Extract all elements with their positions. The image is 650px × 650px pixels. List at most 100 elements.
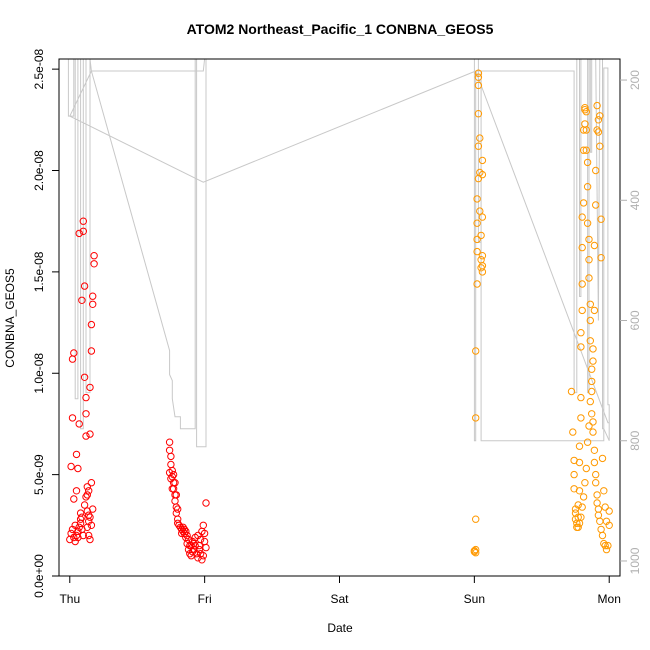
data-point bbox=[596, 112, 604, 120]
data-point bbox=[579, 199, 588, 207]
x-axis: Thu Fri Sat Sun Mon bbox=[59, 576, 621, 606]
data-point bbox=[85, 487, 93, 495]
data-point bbox=[590, 458, 599, 467]
data-point bbox=[579, 493, 588, 501]
data-point bbox=[581, 479, 589, 487]
data-point bbox=[597, 254, 605, 262]
data-point bbox=[473, 195, 481, 203]
y-tick-label: 2.0e-08 bbox=[32, 150, 46, 191]
data-point bbox=[601, 503, 609, 511]
data-point bbox=[577, 414, 585, 422]
data-point bbox=[583, 219, 592, 227]
data-point bbox=[578, 213, 586, 221]
data-point bbox=[78, 513, 86, 521]
data-point bbox=[577, 343, 585, 351]
data-point bbox=[200, 529, 209, 538]
data-point bbox=[90, 260, 98, 268]
x-tick-label: Thu bbox=[59, 592, 80, 606]
data-point bbox=[72, 450, 81, 459]
data-point bbox=[589, 428, 597, 436]
chart-title: ATOM2 Northeast_Pacific_1 CONBNA_GEOS5 bbox=[187, 21, 494, 37]
data-point bbox=[593, 101, 601, 110]
data-point bbox=[597, 215, 605, 223]
data-point bbox=[472, 545, 480, 554]
data-points-layer bbox=[66, 69, 613, 564]
data-point bbox=[87, 479, 96, 487]
data-point bbox=[478, 262, 487, 270]
data-point bbox=[605, 507, 613, 515]
data-point bbox=[598, 531, 607, 540]
data-point bbox=[72, 487, 81, 495]
data-point bbox=[589, 345, 597, 353]
data-point bbox=[202, 499, 210, 507]
data-point bbox=[578, 280, 586, 288]
data-point bbox=[577, 393, 585, 402]
y-axis-right: 200 400 600 800 1000 bbox=[620, 70, 642, 574]
data-point bbox=[592, 479, 600, 487]
data-point bbox=[87, 521, 96, 529]
data-point bbox=[76, 515, 85, 523]
data-point bbox=[473, 247, 481, 256]
data-point bbox=[82, 432, 90, 440]
data-point bbox=[86, 430, 94, 438]
data-point bbox=[586, 316, 594, 325]
data-point bbox=[83, 483, 92, 491]
data-point bbox=[174, 505, 182, 513]
data-point bbox=[586, 337, 594, 345]
y-axis-label: CONBNA_GEOS5 bbox=[3, 268, 17, 368]
data-point bbox=[589, 357, 597, 365]
data-point bbox=[202, 543, 210, 552]
data-point bbox=[194, 531, 202, 540]
data-point bbox=[476, 207, 484, 215]
data-point bbox=[82, 493, 90, 501]
y-tick-label: 2.5e-08 bbox=[32, 48, 46, 89]
data-point bbox=[579, 146, 588, 154]
data-point bbox=[586, 300, 594, 308]
data-point bbox=[581, 104, 589, 112]
data-point bbox=[87, 347, 96, 355]
data-point bbox=[592, 470, 600, 479]
data-point bbox=[583, 183, 592, 191]
data-point bbox=[593, 491, 601, 499]
x-axis-label: Date bbox=[327, 621, 353, 635]
data-point bbox=[594, 128, 603, 136]
data-point bbox=[588, 377, 596, 386]
data-point bbox=[74, 464, 82, 473]
data-point bbox=[78, 296, 86, 304]
data-point bbox=[574, 501, 582, 509]
data-point bbox=[82, 393, 90, 402]
data-point bbox=[473, 219, 481, 227]
data-point bbox=[470, 547, 479, 555]
data-point bbox=[80, 282, 89, 290]
data-point bbox=[575, 442, 584, 450]
data-point bbox=[570, 470, 578, 479]
data-point bbox=[198, 556, 206, 564]
data-point bbox=[574, 523, 582, 531]
data-point bbox=[474, 69, 483, 77]
data-point bbox=[68, 414, 77, 422]
data-point bbox=[596, 142, 604, 150]
data-point bbox=[585, 274, 593, 282]
y2-tick-label: 800 bbox=[628, 430, 642, 450]
data-point bbox=[474, 142, 483, 150]
x-tick-label: Sun bbox=[464, 592, 485, 606]
data-point bbox=[588, 410, 596, 418]
data-point bbox=[575, 487, 584, 495]
data-point bbox=[578, 243, 586, 252]
data-point bbox=[472, 515, 480, 523]
data-point bbox=[590, 241, 599, 250]
data-point bbox=[581, 106, 589, 114]
y2-tick-label: 1000 bbox=[628, 547, 642, 574]
data-point bbox=[604, 541, 612, 550]
data-point bbox=[585, 422, 593, 430]
data-point bbox=[472, 414, 480, 422]
pressure-line-layer bbox=[67, 59, 610, 448]
data-point bbox=[86, 513, 94, 521]
data-point bbox=[601, 541, 609, 550]
data-point bbox=[577, 329, 585, 337]
data-point bbox=[70, 349, 78, 357]
data-point bbox=[79, 531, 88, 540]
data-point bbox=[89, 300, 97, 308]
data-point bbox=[474, 110, 483, 118]
